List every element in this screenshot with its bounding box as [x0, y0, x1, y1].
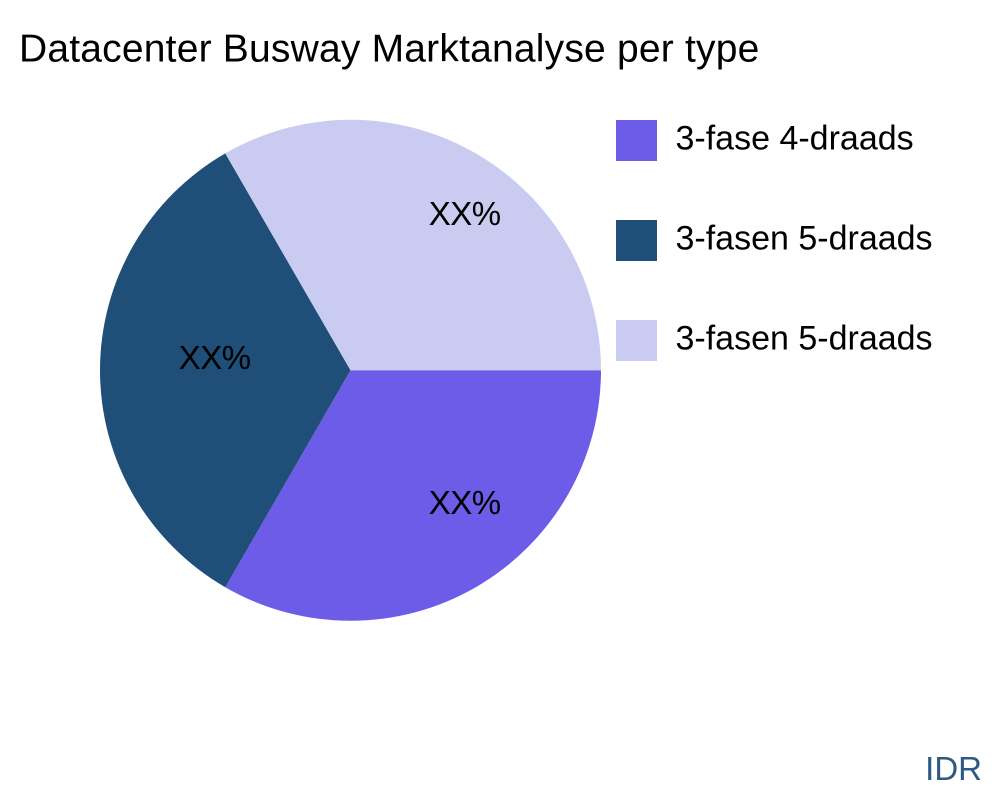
svg-text:3-fase 4-draads: 3-fase 4-draads: [676, 120, 914, 158]
svg-text:XX%: XX%: [429, 195, 501, 232]
svg-text:XX%: XX%: [179, 339, 251, 376]
svg-text:3-fasen 5-draads: 3-fasen 5-draads: [676, 320, 933, 358]
svg-text:XX%: XX%: [429, 484, 501, 521]
svg-text:Datacenter Busway Marktanalyse: Datacenter Busway Marktanalyse per type: [19, 28, 759, 71]
svg-text:3-fasen 5-draads: 3-fasen 5-draads: [676, 220, 933, 258]
svg-text:IDR: IDR: [925, 750, 982, 787]
